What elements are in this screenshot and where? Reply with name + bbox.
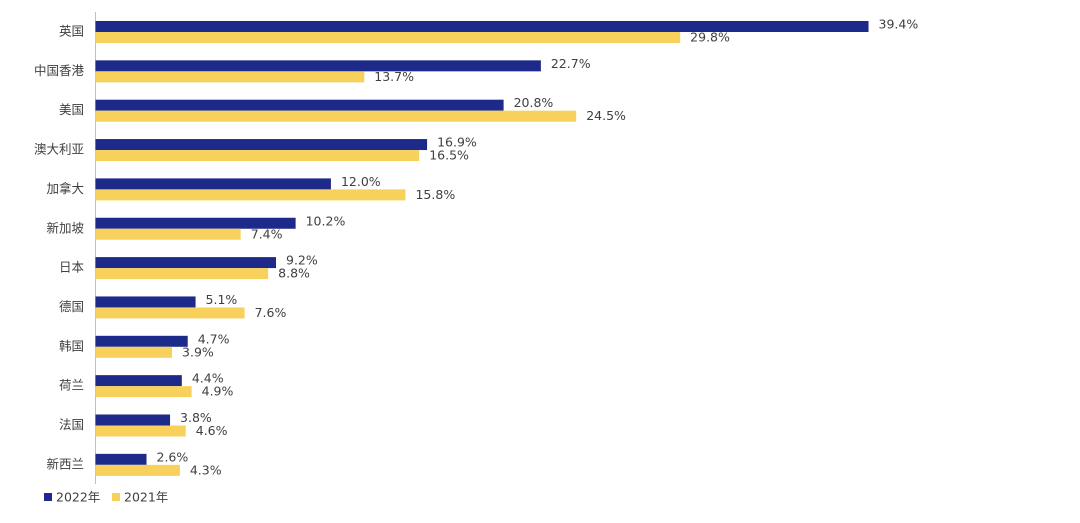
value-label: 13.7% bbox=[374, 69, 414, 84]
value-label: 4.4% bbox=[192, 371, 224, 386]
bar bbox=[95, 21, 869, 32]
category-label: 加拿大 bbox=[46, 181, 84, 196]
bar bbox=[95, 296, 196, 308]
value-label: 15.8% bbox=[415, 187, 455, 202]
bar bbox=[95, 32, 681, 43]
category-label: 美国 bbox=[59, 102, 84, 117]
bar bbox=[95, 228, 241, 240]
category-label: 新加坡 bbox=[46, 220, 84, 235]
category-label: 英国 bbox=[59, 24, 84, 39]
value-label: 9.2% bbox=[286, 253, 318, 268]
value-label: 12.0% bbox=[341, 174, 381, 189]
value-label: 8.8% bbox=[278, 266, 310, 281]
legend-swatch bbox=[44, 493, 52, 501]
value-label: 5.1% bbox=[206, 292, 238, 307]
value-label: 16.9% bbox=[437, 135, 477, 150]
bar bbox=[95, 178, 331, 190]
value-label: 20.8% bbox=[514, 95, 554, 110]
bar bbox=[95, 217, 296, 229]
value-label: 3.8% bbox=[180, 410, 212, 425]
category-label: 荷兰 bbox=[59, 378, 84, 393]
bar bbox=[95, 386, 192, 398]
bar bbox=[95, 257, 277, 269]
bar bbox=[95, 71, 365, 83]
bar bbox=[95, 425, 186, 437]
bar bbox=[95, 99, 504, 111]
bar bbox=[95, 268, 269, 280]
category-label: 日本 bbox=[59, 260, 85, 275]
bar bbox=[95, 150, 420, 162]
bar bbox=[95, 414, 171, 426]
bar bbox=[95, 464, 180, 476]
value-label: 29.8% bbox=[690, 30, 730, 45]
value-label: 2.6% bbox=[157, 449, 189, 464]
bar bbox=[95, 346, 173, 358]
value-label: 39.4% bbox=[879, 17, 919, 32]
legend-label: 2022年 bbox=[56, 490, 100, 505]
category-label: 澳大利亚 bbox=[34, 142, 84, 157]
value-label: 4.9% bbox=[202, 384, 234, 399]
value-label: 10.2% bbox=[306, 213, 346, 228]
category-label: 德国 bbox=[59, 299, 84, 314]
bar bbox=[95, 375, 182, 387]
bar bbox=[95, 307, 245, 319]
value-label: 7.6% bbox=[255, 305, 287, 320]
category-label: 中国香港 bbox=[34, 63, 85, 78]
value-label: 16.5% bbox=[429, 148, 469, 163]
value-label: 7.4% bbox=[251, 226, 283, 241]
category-label: 法国 bbox=[59, 417, 84, 432]
value-label: 4.6% bbox=[196, 423, 228, 438]
bar bbox=[95, 60, 541, 72]
legend-label: 2021年 bbox=[124, 490, 168, 505]
category-label: 新西兰 bbox=[46, 456, 84, 471]
bar bbox=[95, 335, 188, 347]
value-label: 3.9% bbox=[182, 344, 214, 359]
value-label: 4.3% bbox=[190, 462, 222, 477]
value-label: 22.7% bbox=[551, 56, 591, 71]
value-label: 4.7% bbox=[198, 331, 230, 346]
value-label: 24.5% bbox=[586, 108, 626, 123]
bar bbox=[95, 453, 147, 465]
legend-swatch bbox=[112, 493, 120, 501]
bar bbox=[95, 110, 577, 122]
bar bbox=[95, 139, 428, 151]
category-label: 韩国 bbox=[59, 338, 84, 353]
bar bbox=[95, 189, 406, 201]
